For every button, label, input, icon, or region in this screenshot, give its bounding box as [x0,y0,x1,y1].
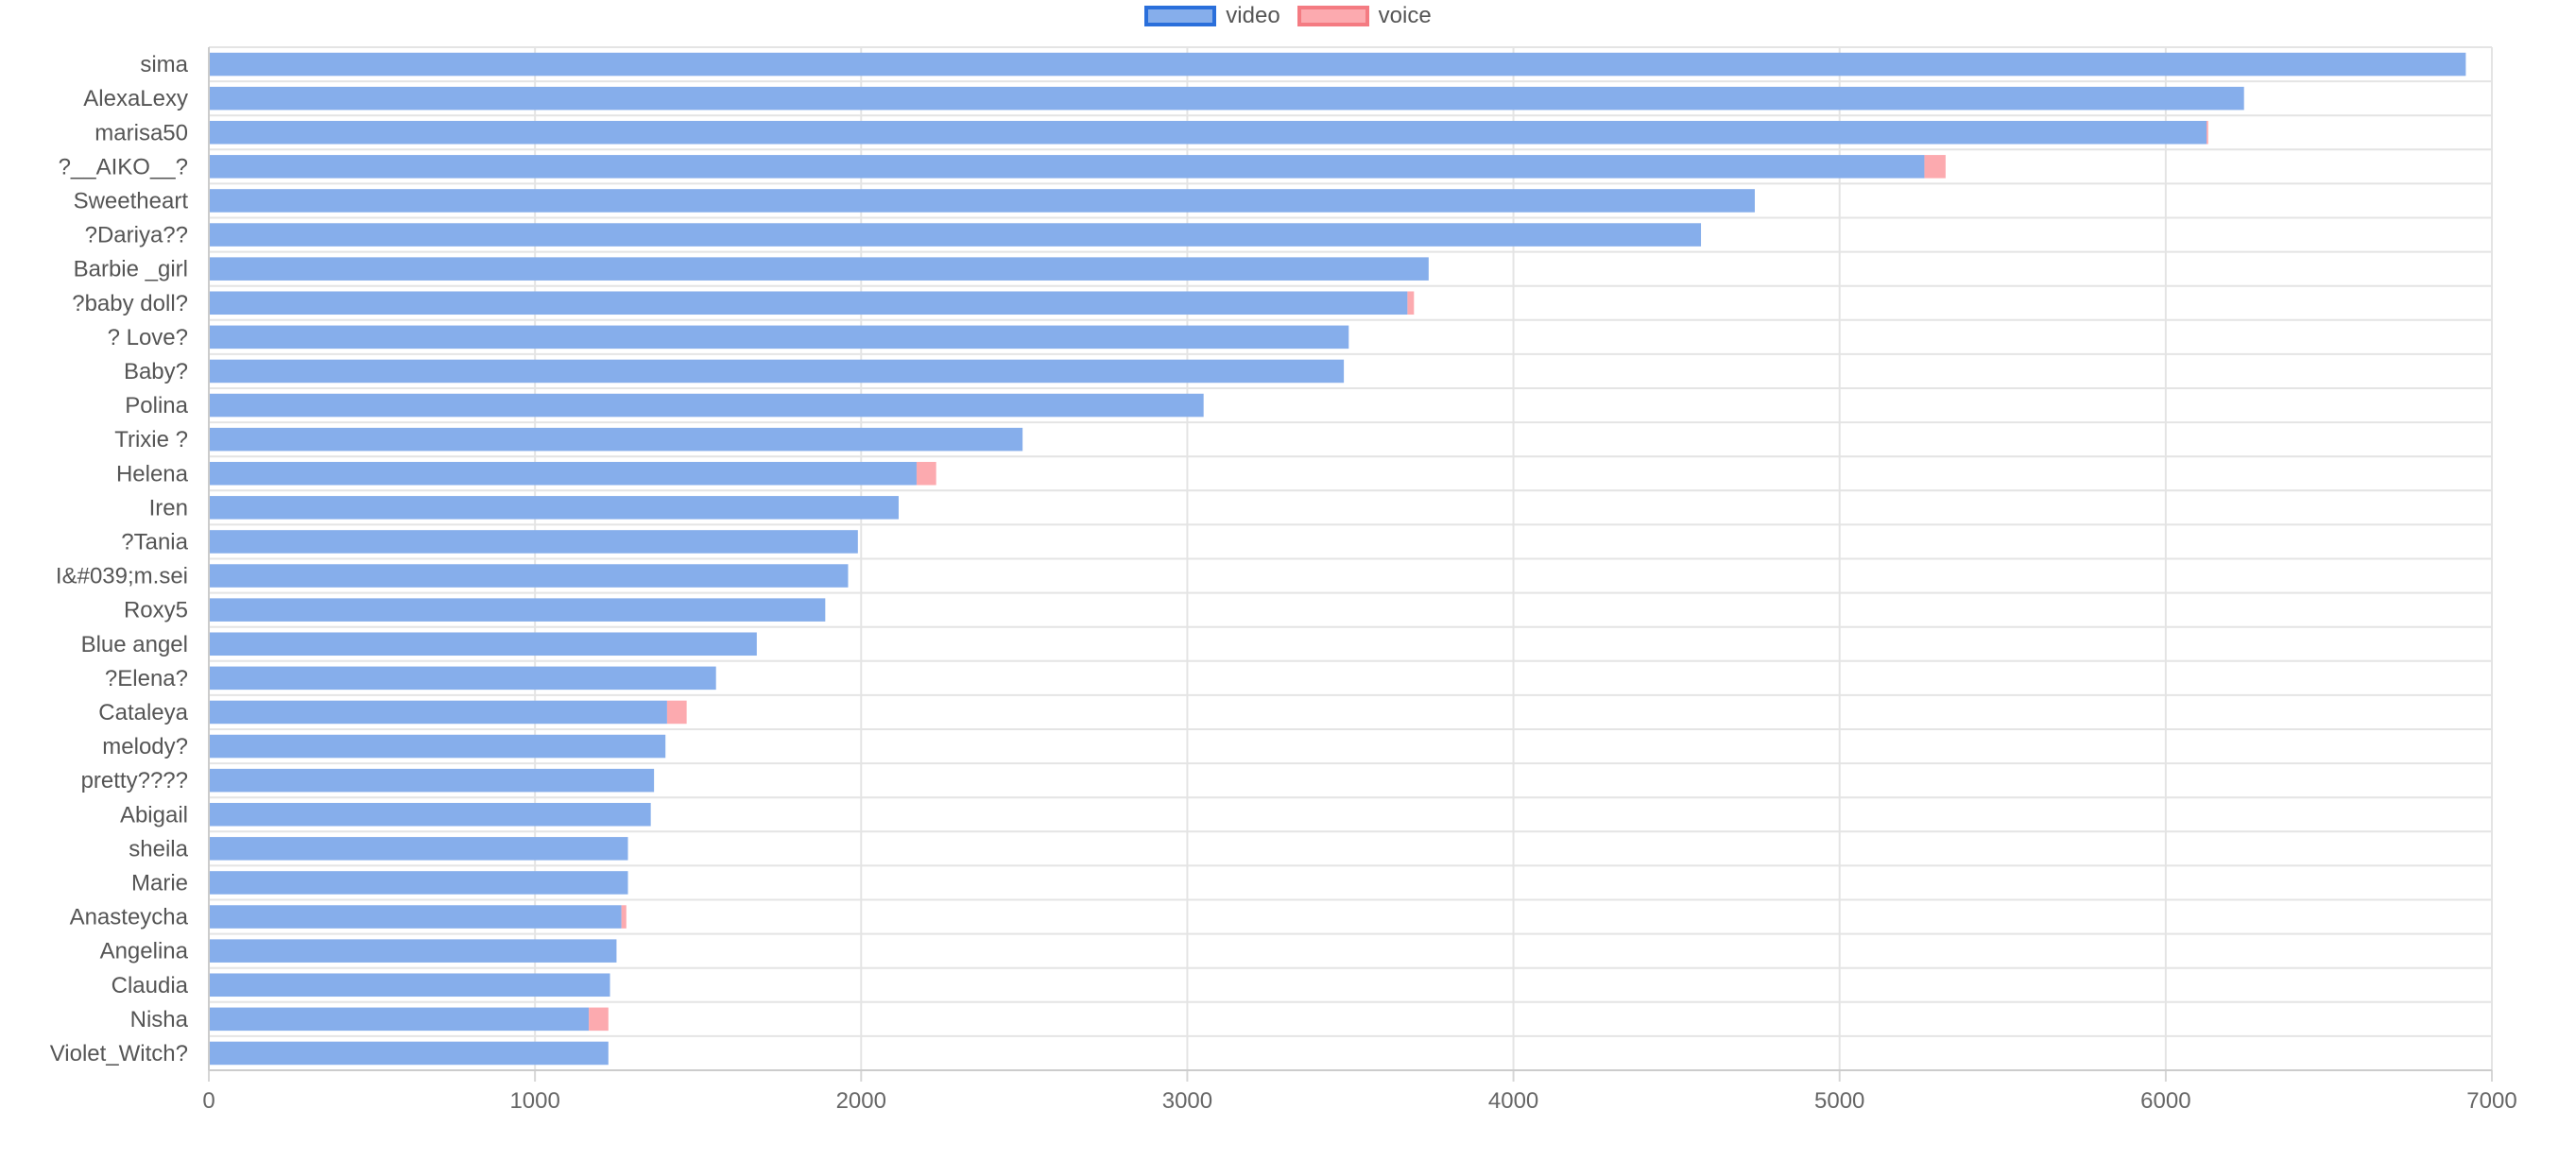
y-tick-label: ?Tania [121,529,188,554]
bar-video [209,120,2207,145]
bar-video [209,802,651,827]
y-tick-label: ?baby doll? [72,291,188,316]
legend-label-voice: voice [1378,3,1432,28]
y-tick-label: Claudia [112,973,189,998]
bar-voice [1924,155,1946,179]
y-tick-label: marisa50 [94,120,188,145]
bar-video [209,905,622,929]
y-tick-label: Cataleya [98,700,188,725]
bar-voice [1407,291,1415,316]
x-tick-label: 2000 [836,1088,886,1114]
bar-video [209,393,1204,418]
x-tick-label: 4000 [1488,1088,1538,1114]
bar-voice [589,1007,609,1032]
y-tick-label: Trixie ? [114,427,188,452]
y-tick-label: pretty???? [81,768,188,793]
y-tick-label: Blue angel [81,632,188,657]
y-tick-label: ? Love? [108,325,188,350]
bar-video [209,325,1349,350]
x-tick-label: 5000 [1814,1088,1864,1114]
legend-item-voice[interactable]: voice [1297,3,1432,29]
bar-video [209,666,716,691]
y-tick-label: ?Dariya?? [85,223,188,248]
bar-video [209,461,917,486]
legend-item-video[interactable]: video [1144,3,1280,29]
x-tick-label: 0 [202,1088,215,1114]
bar-video [209,939,617,963]
bar-video [209,257,1429,281]
bar-video [209,837,628,861]
bar-video [209,768,655,793]
y-tick-label: Iren [149,495,188,520]
y-tick-label: I&#039;m.sei [56,564,188,589]
bar-video [209,530,858,554]
y-tick-label: Violet_Witch? [50,1041,188,1066]
bar-video [209,427,1023,452]
y-tick-label: Barbie _girl [74,257,188,282]
bar-video [209,223,1702,247]
bar-voice [621,905,627,929]
y-tick-label: Roxy5 [124,598,188,623]
x-tick-label: 7000 [2466,1088,2516,1114]
y-tick-label: Sweetheart [74,188,189,213]
y-tick-label: Helena [116,461,189,486]
y-tick-label: sheila [129,836,188,861]
bar-video [209,973,610,998]
bar-video [209,86,2244,111]
bar-video [209,359,1345,384]
x-tick-label: 3000 [1162,1088,1212,1114]
legend-swatch-voice [1297,6,1369,26]
y-tick-label: sima [140,52,188,77]
bar-video [209,871,628,895]
bar-video [209,700,667,725]
bar-video [209,155,1925,179]
legend-label-video: video [1226,3,1280,28]
y-tick-label: ?__AIKO__? [59,154,188,179]
chart-legend: video voice [0,0,2576,32]
y-tick-label: Anasteycha [70,905,189,930]
bar-video [209,632,757,657]
bar-video [209,734,666,759]
x-tick-label: 1000 [509,1088,559,1114]
y-tick-label: AlexaLexy [83,86,188,111]
y-tick-label: Nisha [130,1007,189,1032]
y-tick-label: Polina [125,393,188,418]
bar-video [209,1041,609,1066]
bar-video [209,189,1755,213]
legend-swatch-video [1144,6,1217,26]
x-tick-label: 6000 [2140,1088,2190,1114]
y-tick-label: ?Elena? [105,666,188,691]
y-tick-label: Abigail [120,802,188,827]
y-tick-label: melody? [102,734,188,759]
y-tick-label: Marie [131,870,188,896]
bar-video [209,291,1408,316]
bar-video [209,564,849,588]
bar-video [209,598,826,622]
bar-video [209,496,899,520]
bar-video [209,1007,590,1032]
bar-voice [666,700,687,725]
bar-voice [2207,120,2208,145]
bar-voice [916,461,936,486]
y-tick-label: Angelina [100,939,189,964]
y-tick-label: Baby? [124,359,188,384]
bar-video [209,52,2466,77]
